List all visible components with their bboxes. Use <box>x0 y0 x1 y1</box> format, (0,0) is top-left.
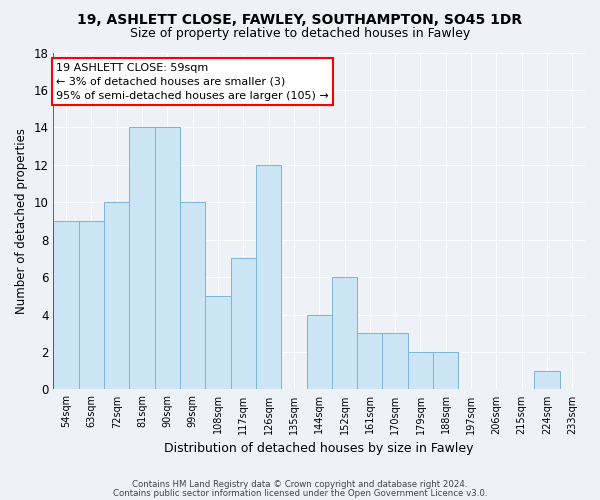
Text: Contains HM Land Registry data © Crown copyright and database right 2024.: Contains HM Land Registry data © Crown c… <box>132 480 468 489</box>
Bar <box>79 221 104 390</box>
X-axis label: Distribution of detached houses by size in Fawley: Distribution of detached houses by size … <box>164 442 474 455</box>
Bar <box>53 221 79 390</box>
Bar <box>332 277 357 390</box>
Bar <box>433 352 458 390</box>
Bar <box>230 258 256 390</box>
Bar <box>307 314 332 390</box>
Bar <box>205 296 230 390</box>
Text: Size of property relative to detached houses in Fawley: Size of property relative to detached ho… <box>130 28 470 40</box>
Bar <box>382 334 408 390</box>
Y-axis label: Number of detached properties: Number of detached properties <box>15 128 28 314</box>
Text: 19, ASHLETT CLOSE, FAWLEY, SOUTHAMPTON, SO45 1DR: 19, ASHLETT CLOSE, FAWLEY, SOUTHAMPTON, … <box>77 12 523 26</box>
Bar <box>180 202 205 390</box>
Bar <box>104 202 130 390</box>
Bar <box>155 128 180 390</box>
Bar <box>256 165 281 390</box>
Bar <box>535 370 560 390</box>
Text: Contains public sector information licensed under the Open Government Licence v3: Contains public sector information licen… <box>113 488 487 498</box>
Bar <box>357 334 382 390</box>
Bar <box>130 128 155 390</box>
Bar <box>408 352 433 390</box>
Text: 19 ASHLETT CLOSE: 59sqm
← 3% of detached houses are smaller (3)
95% of semi-deta: 19 ASHLETT CLOSE: 59sqm ← 3% of detached… <box>56 62 329 100</box>
